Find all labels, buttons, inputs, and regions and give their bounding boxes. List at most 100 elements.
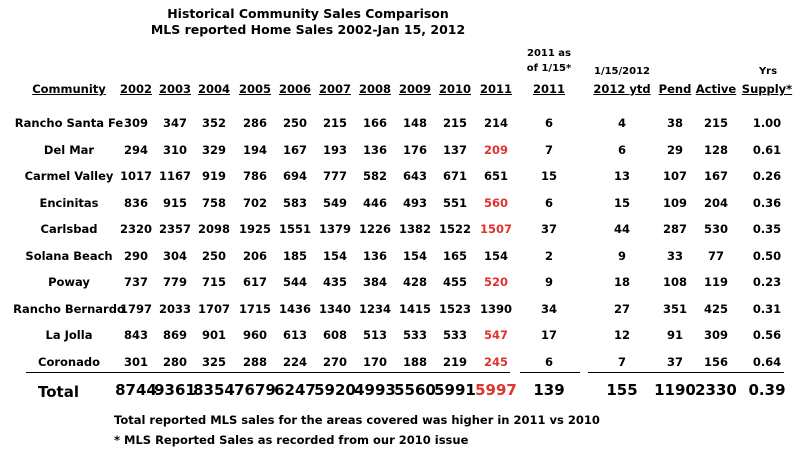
header-supply-line2: Supply* xyxy=(741,82,793,96)
header-pend: Pend xyxy=(658,82,692,96)
cell-rancho-bernardo-2003: 2033 xyxy=(158,301,192,316)
footnote-asterisk: * MLS Reported Sales as recorded from ou… xyxy=(114,433,469,447)
cell-del-mar-2009: 176 xyxy=(402,142,428,157)
cell-coronado-2004: 325 xyxy=(201,354,227,369)
cell-coronado-active: 156 xyxy=(703,354,729,369)
cell-encinitas-pend: 109 xyxy=(662,195,688,210)
cell-poway-supply: 0.23 xyxy=(752,275,782,289)
cell-coronado-2007: 270 xyxy=(322,354,348,369)
cell-encinitas-2007: 549 xyxy=(322,195,348,210)
total-2002: 8744 xyxy=(115,381,157,399)
header-ytd-line1: 1/15/2012 xyxy=(593,66,651,77)
cell-la-jolla-supply: 0.56 xyxy=(752,328,782,342)
cell-carmel-valley-2010: 671 xyxy=(442,169,468,183)
footnote-total: Total reported MLS sales for the areas c… xyxy=(114,413,600,427)
cell-del-mar-2008: 136 xyxy=(362,142,388,157)
cell-carmel-valley-2009: 643 xyxy=(402,169,428,183)
cell-coronado-2005: 288 xyxy=(242,354,268,369)
community-solana-beach: Solana Beach xyxy=(25,248,113,263)
cell-poway-asof2011: 9 xyxy=(544,275,554,289)
header-asof-line2: of 1/15* xyxy=(526,63,572,74)
header-year-2003: 2003 xyxy=(158,82,192,96)
cell-del-mar-active: 128 xyxy=(703,142,729,157)
cell-rancho-bernardo-active: 425 xyxy=(703,301,729,316)
cell-solana-beach-asof2011: 2 xyxy=(544,248,554,263)
cell-coronado-2009: 188 xyxy=(402,354,428,369)
header-year-2004: 2004 xyxy=(197,82,231,96)
cell-rancho-bernardo-2008: 1234 xyxy=(358,301,392,316)
cell-la-jolla-active: 309 xyxy=(703,328,729,342)
cell-rancho-bernardo-2005: 1715 xyxy=(238,301,272,316)
cell-carmel-valley-2005: 786 xyxy=(242,169,268,183)
cell-solana-beach-2008: 136 xyxy=(362,248,388,263)
total-pend: 1190 xyxy=(654,381,696,399)
community-encinitas: Encinitas xyxy=(39,195,99,210)
cell-rancho-bernardo-2002: 1797 xyxy=(119,301,153,316)
cell-carmel-valley-2002: 1017 xyxy=(119,169,153,183)
cell-la-jolla-2004: 901 xyxy=(201,328,227,342)
cell-rancho-bernardo-2004: 1707 xyxy=(197,301,231,316)
cell-solana-beach-2004: 250 xyxy=(201,248,227,263)
cell-encinitas-2008: 446 xyxy=(362,195,388,210)
cell-la-jolla-2006: 613 xyxy=(282,328,308,342)
header-supply-line1: Yrs xyxy=(758,66,778,77)
header-year-2011: 2011 xyxy=(479,82,513,96)
cell-poway-2010: 455 xyxy=(442,275,468,289)
cell-carlsbad-2010: 1522 xyxy=(438,222,472,236)
cell-coronado-2011: 245 xyxy=(483,354,509,369)
cell-la-jolla-2003: 869 xyxy=(162,328,188,342)
cell-del-mar-2002: 294 xyxy=(123,142,149,157)
cell-rancho-santa-fe-2009: 148 xyxy=(402,116,428,130)
cell-la-jolla-2010: 533 xyxy=(442,328,468,342)
cell-rancho-santa-fe-ytd2012: 4 xyxy=(617,116,627,130)
cell-solana-beach-2007: 154 xyxy=(322,248,348,263)
cell-coronado-ytd2012: 7 xyxy=(617,354,627,369)
cell-solana-beach-2005: 206 xyxy=(242,248,268,263)
cell-encinitas-2010: 551 xyxy=(442,195,468,210)
cell-carlsbad-ytd2012: 44 xyxy=(613,222,631,236)
header-year-2010: 2010 xyxy=(438,82,472,96)
community-poway: Poway xyxy=(48,275,90,289)
cell-carlsbad-2008: 1226 xyxy=(358,222,392,236)
total-2003: 9361 xyxy=(154,381,196,399)
cell-poway-2006: 544 xyxy=(282,275,308,289)
total-2008: 4993 xyxy=(354,381,396,399)
total-active: 2330 xyxy=(695,381,737,399)
cell-rancho-santa-fe-2011: 214 xyxy=(483,116,509,130)
cell-poway-2009: 428 xyxy=(402,275,428,289)
cell-del-mar-asof2011: 7 xyxy=(544,142,554,157)
community-carlsbad: Carlsbad xyxy=(40,222,98,236)
cell-carmel-valley-asof2011: 15 xyxy=(540,169,558,183)
cell-rancho-santa-fe-supply: 1.00 xyxy=(752,116,782,130)
cell-poway-2004: 715 xyxy=(201,275,227,289)
total-2010: 5991 xyxy=(434,381,476,399)
cell-carmel-valley-pend: 107 xyxy=(662,169,688,183)
cell-carmel-valley-supply: 0.26 xyxy=(752,169,782,183)
cell-poway-ytd2012: 18 xyxy=(613,275,631,289)
cell-rancho-bernardo-pend: 351 xyxy=(662,301,688,316)
total-label: Total xyxy=(38,383,79,401)
total-asof2011: 139 xyxy=(533,381,565,399)
community-la-jolla: La Jolla xyxy=(45,328,93,342)
cell-encinitas-2006: 583 xyxy=(282,195,308,210)
total-rule-asof xyxy=(520,372,580,373)
total-2006: 6247 xyxy=(274,381,316,399)
cell-rancho-bernardo-supply: 0.31 xyxy=(752,301,782,316)
total-rule-years xyxy=(26,372,510,373)
header-year-2005: 2005 xyxy=(238,82,272,96)
cell-carlsbad-2002: 2320 xyxy=(119,222,153,236)
cell-poway-active: 119 xyxy=(703,275,729,289)
cell-rancho-bernardo-ytd2012: 27 xyxy=(613,301,631,316)
cell-carmel-valley-2004: 919 xyxy=(201,169,227,183)
cell-carlsbad-2003: 2357 xyxy=(158,222,192,236)
total-ytd2012: 155 xyxy=(606,381,638,399)
cell-del-mar-2006: 167 xyxy=(282,142,308,157)
total-2007: 5920 xyxy=(314,381,356,399)
community-coronado: Coronado xyxy=(38,354,100,369)
cell-encinitas-2002: 836 xyxy=(123,195,149,210)
cell-solana-beach-2009: 154 xyxy=(402,248,428,263)
cell-solana-beach-2011: 154 xyxy=(483,248,509,263)
cell-poway-2007: 435 xyxy=(322,275,348,289)
cell-carmel-valley-2008: 582 xyxy=(362,169,388,183)
cell-la-jolla-ytd2012: 12 xyxy=(613,328,631,342)
